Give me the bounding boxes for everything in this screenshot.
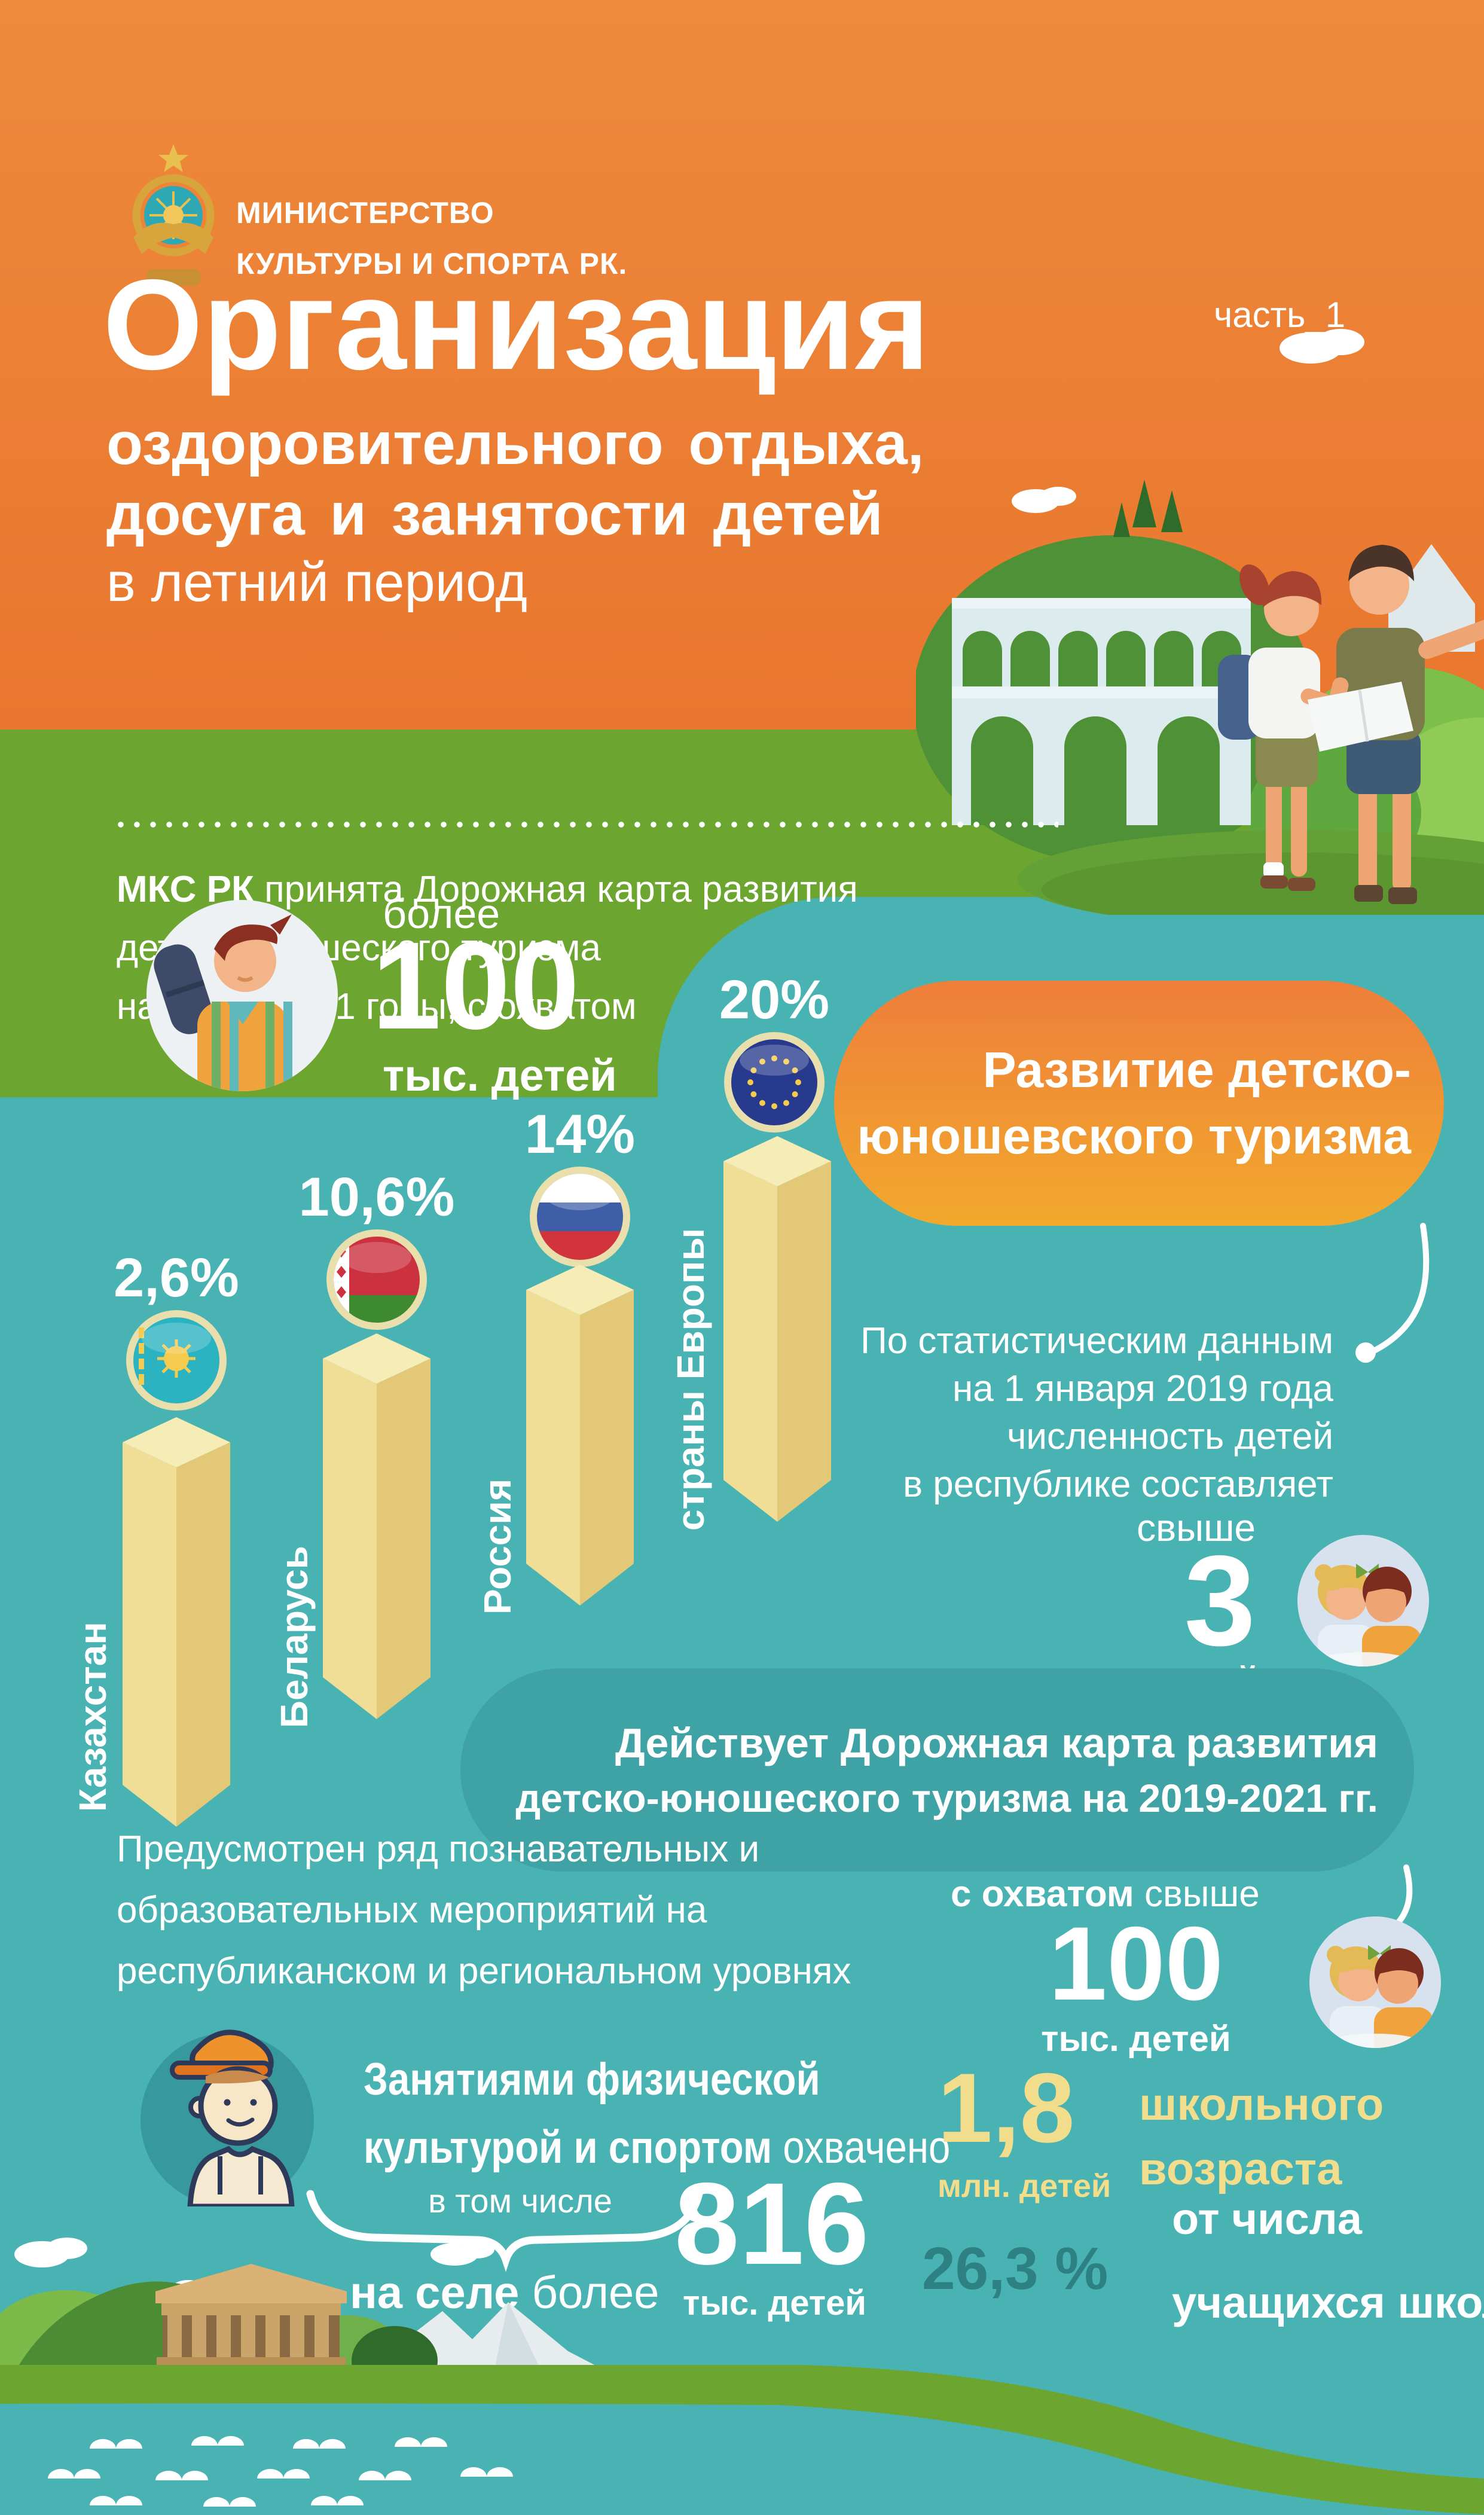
sports-age-line2: возраста	[1139, 2144, 1342, 2194]
kids-icon-2	[1308, 1915, 1442, 2049]
tourist-woman	[1218, 564, 1356, 891]
badge-line1: Развитие детско-	[982, 1042, 1411, 1098]
cloud-icon	[14, 2238, 87, 2267]
stats-line2: на 1 января 2019 года	[952, 1368, 1333, 1409]
dotted-separator	[117, 820, 1058, 829]
chart-category-kazakhstan: Казахстан	[71, 1622, 114, 1812]
sports-kid-icon	[138, 2009, 344, 2206]
chart-value-label: 20%	[719, 969, 830, 1030]
intro-more-label: более	[383, 890, 500, 937]
pine-trees	[1113, 480, 1183, 537]
classical-building	[155, 2264, 347, 2367]
russia-flag-icon	[529, 1166, 631, 1268]
sleeping-roll	[154, 944, 213, 1034]
chart-bar-europe	[723, 1136, 831, 1522]
badge-line2: юношевского туризма	[857, 1108, 1411, 1164]
kids-icon	[1296, 1534, 1430, 1668]
page-subtitle-line3: в летний период	[106, 552, 527, 613]
rural-value: 816	[674, 2159, 869, 2289]
ministry-name-line1: МИНИСТЕРСТВО	[236, 196, 494, 230]
waves	[48, 2436, 513, 2507]
coverage-value: 100	[1049, 1906, 1223, 2022]
sports-age-line1: школьного	[1139, 2079, 1384, 2130]
page-title: Организация	[103, 252, 930, 396]
landscape-illustration	[0, 2212, 1484, 2515]
sports-heading-line2: культурой и спортом охвачено	[364, 2122, 951, 2173]
map-paper	[1308, 682, 1413, 752]
intro-line1-rest: принята Дорожная карта развития	[254, 869, 858, 910]
roadmap-pill-line2: детско-юношеского туризма на 2019-2021 г…	[515, 1776, 1378, 1820]
tourists-illustration	[916, 317, 1484, 915]
aqueduct	[952, 598, 1251, 825]
chart-value-label: 14%	[524, 1104, 636, 1165]
coverage-bold: с охватом	[951, 1873, 1134, 1915]
kazakhstan-flag-icon	[126, 1310, 227, 1411]
percent-of-line1: от числа	[1172, 2194, 1362, 2244]
intro-value: 100	[372, 917, 580, 1055]
stats-line4: в республике составляет	[903, 1464, 1333, 1505]
sports-value: 1,8	[938, 2053, 1075, 2163]
including-label: в том числе	[428, 2182, 612, 2220]
belarus-flag-icon	[326, 1229, 428, 1330]
rural-percent: 26,3 %	[922, 2235, 1109, 2302]
rural-unit: тыс. детей	[683, 2284, 867, 2322]
over-value: 3	[1184, 1528, 1256, 1672]
coverage-unit: тыс. детей	[1041, 2019, 1231, 2059]
roadmap-para-line2: образовательных мероприятий на	[117, 1890, 707, 1931]
over-label: свыше	[1137, 1506, 1256, 1549]
stats-line1: По статистическим данным	[860, 1320, 1333, 1362]
development-badge: Развитие детско- юношевского туризма	[834, 981, 1444, 1226]
roadmap-para-line3: республиканском и региональном уровнях	[117, 1951, 851, 1992]
roadmap-pill: Действует Дорожная карта развития детско…	[460, 1668, 1414, 1872]
part-label: часть_1	[1214, 295, 1346, 335]
connector-curve	[1339, 1220, 1447, 1387]
percent-of-line2: учащихся школ	[1172, 2278, 1484, 2327]
kazakhstan-emblem-icon	[129, 141, 218, 314]
intro-unit: тыс. детей	[383, 1051, 617, 1100]
cloud-icon	[430, 2241, 494, 2266]
cloud-icon	[1012, 487, 1076, 513]
rural-line: на селе более	[350, 2269, 659, 2317]
chart-value-label: 10,6%	[298, 1167, 455, 1228]
sports-heading-line1: Занятиями физической	[364, 2054, 820, 2105]
page-subtitle-line1: оздоровительного отдыха,	[106, 410, 924, 477]
coverage-light: свыше	[1134, 1873, 1260, 1915]
chart-category-russia: Россия	[476, 1478, 519, 1614]
ministry-name-line2: КУЛЬТУРЫ И СПОРТА РК.	[236, 247, 628, 280]
mountain-gray	[1388, 544, 1475, 652]
rural-bold: на селе	[350, 2267, 520, 2318]
underbrace	[302, 2186, 709, 2272]
roadmap-pill-line1: Действует Дорожная карта развития	[615, 1720, 1378, 1766]
page-subtitle-line2: досуга и занятости детей	[106, 481, 883, 548]
chart-bar-russia	[526, 1265, 634, 1606]
sports-value-unit: млн. детей	[938, 2168, 1112, 2204]
chart-value-label: 2,6%	[114, 1247, 239, 1308]
roadmap-para-line1: Предусмотрен ряд познавательных и	[117, 1829, 760, 1870]
chart-bar-belarus	[323, 1333, 430, 1719]
chart-category-europe: страны Европы	[669, 1228, 712, 1531]
stats-line3: численность детей	[1007, 1416, 1333, 1457]
chart-category-belarus: Беларусь	[273, 1545, 316, 1728]
rural-light: более	[519, 2267, 659, 2318]
cloud-icon	[1280, 329, 1364, 364]
eu-flag-icon	[723, 1031, 825, 1133]
shoreline	[0, 2365, 1484, 2514]
hiker-icon	[138, 888, 347, 1097]
chart-bar-kazakhstan	[123, 1417, 230, 1827]
coverage-line: с охватом свыше	[951, 1875, 1260, 1913]
